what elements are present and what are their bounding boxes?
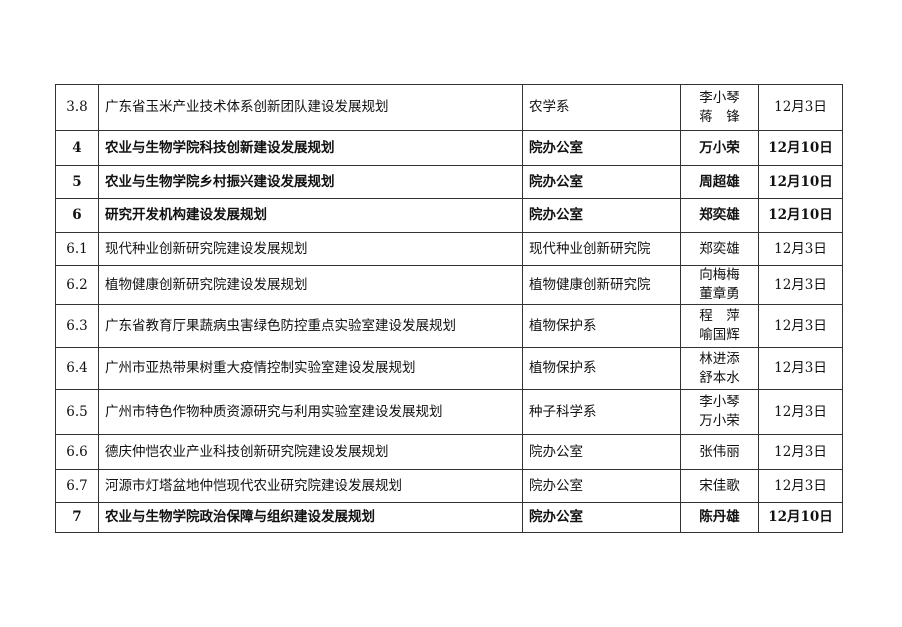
person-name: 郑奕雄 [699,240,740,257]
person-name: 舒本水 [699,369,740,386]
plan-title: 德庆仲恺农业产业科技创新研究院建设发展规划 [98,434,523,470]
table-row: 6.7 河源市灯塔盆地仲恺现代农业研究院建设发展规划 院办公室 宋佳歌 12月3日 [55,469,843,503]
person-name: 蒋 锋 [699,108,740,125]
department: 植物健康创新研究院 [522,265,681,305]
person-name: 万小荣 [699,139,740,156]
plan-title: 农业与生物学院政治保障与组织建设发展规划 [98,502,523,533]
department: 院办公室 [522,469,681,503]
plan-title: 农业与生物学院乡村振兴建设发展规划 [98,165,523,199]
due-date: 12月3日 [758,232,843,266]
plan-title: 研究开发机构建设发展规划 [98,198,523,233]
item-number: 6.6 [55,434,99,470]
responsible-persons: 郑奕雄 [680,232,759,266]
department: 院办公室 [522,198,681,233]
responsible-persons: 宋佳歌 [680,469,759,503]
due-date: 12月10日 [758,130,843,166]
responsible-persons: 郑奕雄 [680,198,759,233]
due-date: 12月10日 [758,165,843,199]
department: 植物保护系 [522,304,681,348]
plan-title: 广东省玉米产业技术体系创新团队建设发展规划 [98,84,523,131]
due-date: 12月10日 [758,502,843,533]
item-number: 6.3 [55,304,99,348]
person-name: 万小荣 [699,413,740,429]
responsible-persons: 李小琴 万小荣 [680,389,759,435]
table-row: 6.2 植物健康创新研究院建设发展规划 植物健康创新研究院 向梅梅 董章勇 12月3日 [55,265,843,305]
plan-title: 广州市亚热带果树重大疫情控制实验室建设发展规划 [98,347,523,390]
department: 植物保护系 [522,347,681,390]
person-name: 林进添 [699,350,740,367]
plan-title: 河源市灯塔盆地仲恺现代农业研究院建设发展规划 [98,469,523,503]
department: 农学系 [522,84,681,131]
person-name: 李小琴 [699,394,740,410]
department: 院办公室 [522,502,681,533]
table-row: 6.1 现代种业创新研究院建设发展规划 现代种业创新研究院 郑奕雄 12月3日 [55,232,843,266]
due-date: 12月3日 [758,434,843,470]
responsible-persons: 陈丹雄 [680,502,759,533]
table-row: 6.3 广东省教育厅果蔬病虫害绿色防控重点实验室建设发展规划 植物保护系程 萍喻国辉… [55,304,843,348]
plan-title: 广东省教育厅果蔬病虫害绿色防控重点实验室建设发展规划 [98,304,523,348]
item-number: 6.1 [55,232,99,266]
person-name: 董章勇 [699,286,740,302]
plan-title: 植物健康创新研究院建设发展规划 [98,265,523,305]
due-date: 12月3日 [758,469,843,503]
department: 院办公室 [522,130,681,166]
item-number: 6.2 [55,265,99,305]
department: 院办公室 [522,434,681,470]
table-row: 6.4 广州市亚热带果树重大疫情控制实验室建设发展规划 植物保护系 林进添 舒本水 12月… [55,347,843,390]
person-name: 郑奕雄 [699,207,740,223]
table-row: 6 研究开发机构建设发展规划 院办公室 郑奕雄 12月10日 [55,198,843,233]
responsible-persons: 林进添 舒本水 [680,347,759,390]
item-number: 6.7 [55,469,99,503]
person-name: 向梅梅 [699,267,740,283]
department: 现代种业创新研究院 [522,232,681,266]
person-name: 周超雄 [699,173,740,190]
item-number: 3.8 [55,84,99,131]
plan-title: 农业与生物学院科技创新建设发展规划 [98,130,523,166]
item-number: 5 [55,165,99,199]
table-row: 6.5 广州市特色作物种质资源研究与利用实验室建设发展规划 种子科学系 李小琴 万小荣 1… [55,389,843,435]
table-row: 3.8 广东省玉米产业技术体系创新团队建设发展规划 农学系 李小琴蒋 锋 12月3日 [55,84,843,131]
item-number: 6.5 [55,389,99,435]
department: 院办公室 [522,165,681,199]
item-number: 6.4 [55,347,99,390]
plan-table: 3.8 广东省玉米产业技术体系创新团队建设发展规划 农学系 李小琴蒋 锋 12月3日 4 农… [55,84,843,533]
table-row: 6.6 德庆仲恺农业产业科技创新研究院建设发展规划 院办公室 张伟丽 12月3日 [55,434,843,470]
due-date: 12月10日 [758,198,843,233]
item-number: 4 [55,130,99,166]
person-name: 李小琴 [699,89,740,106]
responsible-persons: 向梅梅 董章勇 [680,265,759,305]
person-name: 张伟丽 [699,443,740,460]
due-date: 12月3日 [758,347,843,390]
responsible-persons: 李小琴蒋 锋 [680,84,759,131]
person-name: 喻国辉 [699,327,740,343]
item-number: 7 [55,502,99,533]
person-name: 陈丹雄 [699,509,740,525]
responsible-persons: 程 萍喻国辉 [680,304,759,348]
person-name: 宋佳歌 [699,477,740,494]
responsible-persons: 周超雄 [680,165,759,199]
due-date: 12月3日 [758,84,843,131]
due-date: 12月3日 [758,389,843,435]
plan-title: 现代种业创新研究院建设发展规划 [98,232,523,266]
responsible-persons: 万小荣 [680,130,759,166]
person-name: 程 萍 [699,308,740,324]
department: 种子科学系 [522,389,681,435]
responsible-persons: 张伟丽 [680,434,759,470]
plan-title: 广州市特色作物种质资源研究与利用实验室建设发展规划 [98,389,523,435]
item-number: 6 [55,198,99,233]
due-date: 12月3日 [758,304,843,348]
table-row: 5 农业与生物学院乡村振兴建设发展规划 院办公室 周超雄 12月10日 [55,165,843,199]
table-row: 4 农业与生物学院科技创新建设发展规划 院办公室 万小荣 12月10日 [55,130,843,166]
table-row: 7 农业与生物学院政治保障与组织建设发展规划 院办公室 陈丹雄 12月10日 [55,502,843,533]
due-date: 12月3日 [758,265,843,305]
